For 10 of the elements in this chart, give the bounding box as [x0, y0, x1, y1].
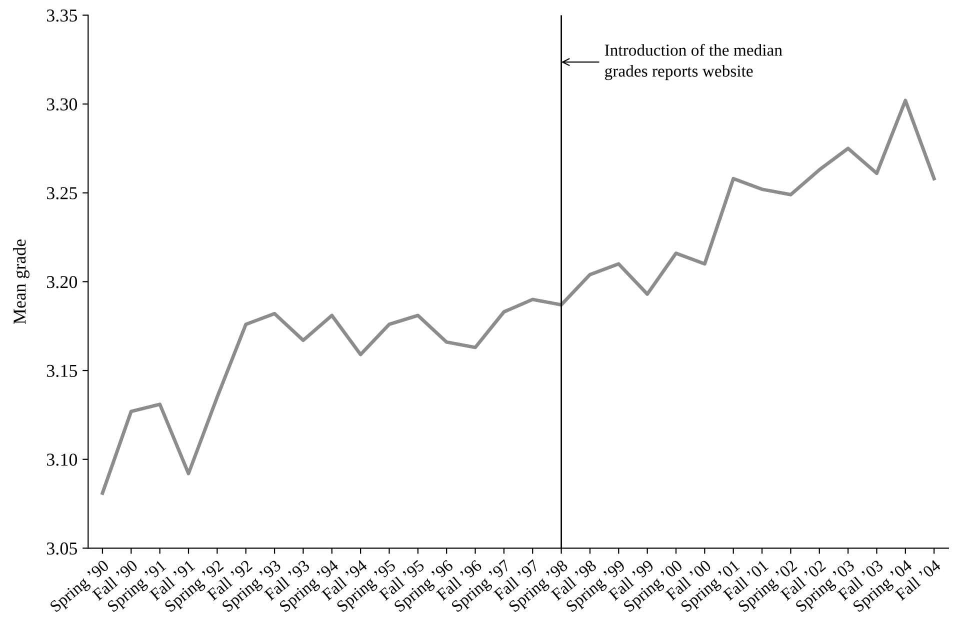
line-series — [100, 98, 936, 495]
y-tick-label: 3.10 — [46, 454, 78, 466]
y-tick-label: 3.05 — [46, 542, 78, 555]
y-tick-label: 3.30 — [46, 98, 78, 111]
y-tick-label: 3.35 — [46, 10, 78, 22]
y-tick-label: 3.20 — [46, 276, 78, 288]
y-axis-title: Mean grade — [13, 239, 30, 324]
y-tick-label: 3.25 — [46, 187, 78, 200]
y-tick-label: 3.15 — [46, 364, 78, 378]
ref-line-label: Introduction of the median grades reports website — [604, 44, 782, 80]
